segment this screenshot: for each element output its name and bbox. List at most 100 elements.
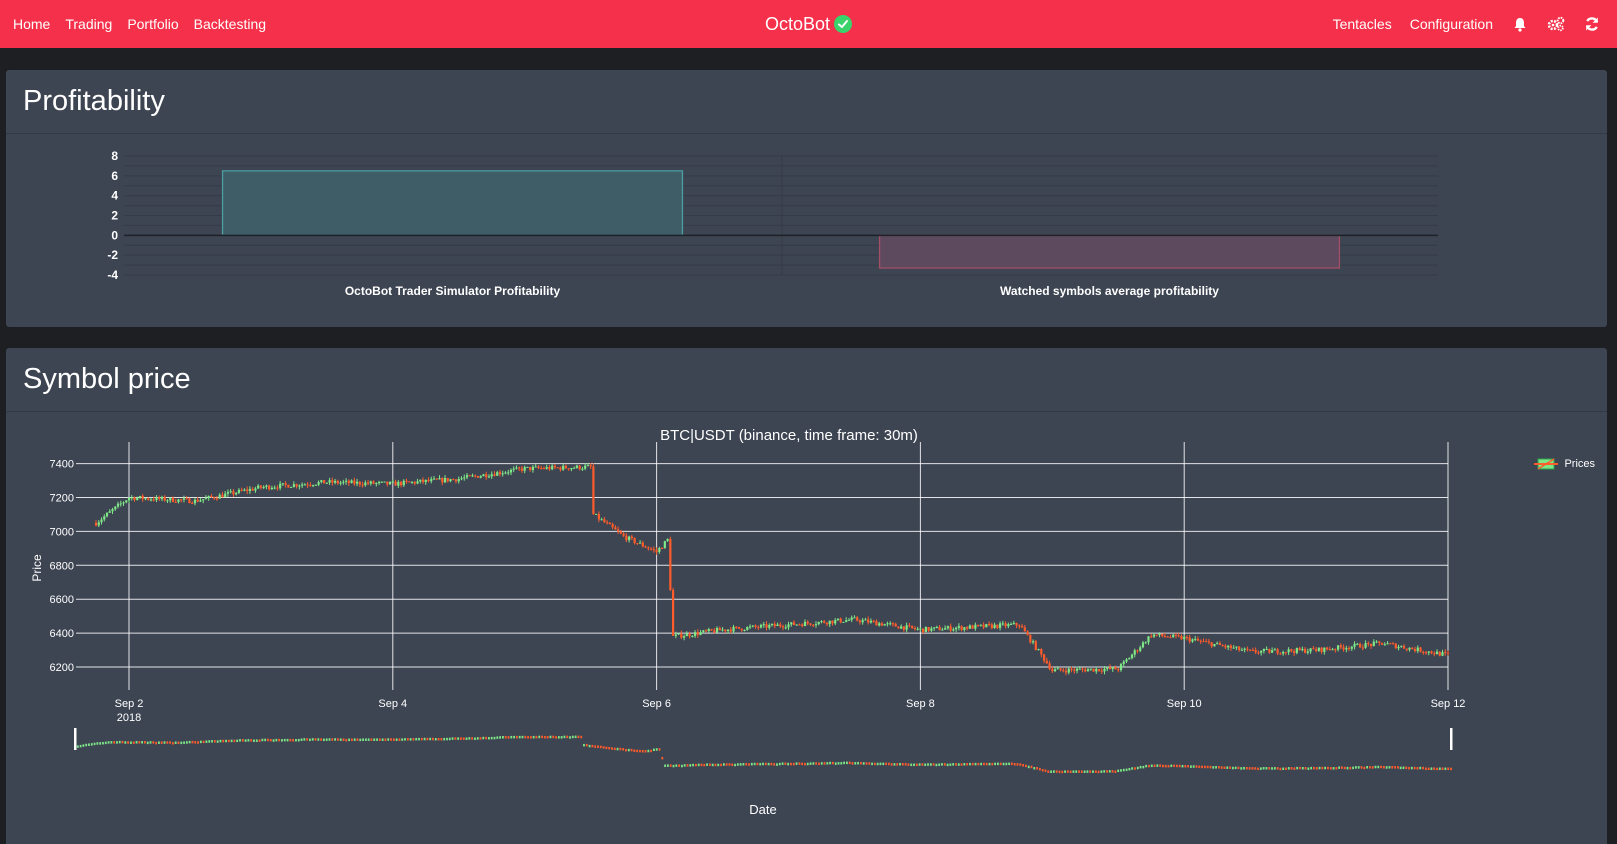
range-candle [661, 756, 664, 760]
range-candle [1377, 765, 1380, 769]
candle-body [817, 622, 820, 625]
nav-home-link[interactable]: Home [13, 16, 51, 32]
gears-icon[interactable] [1547, 15, 1565, 33]
range-candle [680, 764, 683, 768]
refresh-icon[interactable] [1583, 15, 1601, 33]
nav-tentacles-link[interactable]: Tentacles [1332, 16, 1392, 32]
candle-body [647, 547, 650, 549]
range-candle [574, 735, 577, 739]
price-chart[interactable]: BTC|USDT (binance, time frame: 30m) 7400 7… [6, 412, 1607, 844]
range-candle [1066, 770, 1069, 773]
candle-body [1232, 647, 1235, 649]
nav-backtesting-link[interactable]: Backtesting [193, 16, 267, 32]
candle-body [441, 478, 444, 483]
range-candle [594, 745, 597, 748]
range-candle [1410, 766, 1413, 770]
range-candle [99, 742, 102, 745]
range-candle [152, 741, 155, 744]
range-candle [764, 762, 767, 766]
candle-body [1221, 645, 1224, 647]
profitability-card: Profitability 8 6 4 2 0 -2 -4 OctoBot Trader Si… [6, 70, 1607, 327]
candle-body [457, 478, 460, 482]
range-candle [462, 737, 465, 740]
profitability-chart[interactable]: 8 6 4 2 0 -2 -4 OctoBot Trader Simulator Profit… [6, 134, 1607, 326]
candle-body [998, 623, 1002, 628]
range-candle [149, 741, 152, 744]
candle-body [97, 522, 100, 526]
range-candle [183, 741, 185, 744]
candle-body [578, 465, 581, 470]
range-candle [686, 764, 689, 767]
candle-body [1213, 643, 1216, 647]
range-candle [1058, 770, 1061, 774]
candle-body [323, 480, 326, 484]
candle-body [820, 621, 823, 623]
candle-body [556, 467, 559, 469]
range-candle [1229, 766, 1231, 769]
range-candle [832, 761, 834, 765]
candle-body [702, 630, 705, 633]
candle-body [1422, 651, 1425, 653]
range-candle [566, 735, 569, 739]
range-candle [392, 738, 395, 741]
candle-body [314, 484, 317, 486]
range-candle [846, 761, 848, 765]
candle-body [281, 483, 284, 485]
range-candle [177, 741, 180, 744]
candle-body [141, 495, 144, 499]
candle-body [944, 628, 947, 630]
chart-legend[interactable]: Prices [1534, 457, 1595, 471]
candle-body [1108, 667, 1112, 669]
range-candle [1117, 769, 1120, 773]
range-candle [1019, 763, 1022, 766]
nav-trading-link[interactable]: Trading [65, 16, 113, 32]
price-xtick-label: Sep 10 [1167, 698, 1202, 710]
candle-body [611, 524, 614, 528]
range-candle [899, 762, 901, 766]
range-candle [927, 763, 929, 766]
candle-body [1328, 649, 1331, 651]
candle-body [386, 481, 389, 485]
range-candle [267, 738, 269, 742]
candle-body [257, 485, 260, 489]
range-candle [272, 739, 275, 742]
range-candle [1324, 766, 1327, 770]
range-candle [426, 737, 429, 741]
range-candle [1327, 766, 1329, 770]
profit-bar [878, 234, 1341, 269]
brand-name[interactable]: OctoBot [764, 13, 831, 34]
range-candle [443, 737, 446, 741]
range-candle [1366, 766, 1368, 769]
candle-body [828, 620, 831, 625]
candle-body [1004, 623, 1007, 627]
range-candle [1433, 767, 1436, 770]
candle-body [581, 468, 584, 470]
range-candle [798, 762, 801, 765]
range-candle [949, 763, 952, 766]
candle-body [1119, 664, 1123, 671]
candle-body [979, 624, 982, 626]
nav-configuration-link[interactable]: Configuration [1409, 16, 1493, 32]
candle-body [1015, 622, 1018, 626]
range-candle [1385, 766, 1388, 769]
bell-icon[interactable] [1511, 15, 1529, 33]
candle-body [773, 623, 776, 627]
range-candle [938, 763, 941, 766]
candle-body [328, 480, 331, 483]
nav-portfolio-link[interactable]: Portfolio [127, 16, 179, 32]
range-candle [1002, 762, 1005, 766]
candle-body [1444, 652, 1447, 654]
candle-body [1111, 667, 1114, 669]
range-candle [406, 738, 409, 741]
range-candle [748, 763, 750, 766]
candle-body [949, 626, 952, 631]
range-candle [482, 736, 485, 740]
candle-body [592, 466, 595, 515]
candle-body [674, 634, 677, 636]
range-candle [913, 763, 915, 767]
range-candle [1408, 766, 1410, 770]
candle-body [726, 629, 730, 631]
candle-body [680, 633, 683, 638]
range-candle [1086, 770, 1089, 773]
price-chart-title: BTC|USDT (binance, time frame: 30m) [660, 427, 918, 444]
